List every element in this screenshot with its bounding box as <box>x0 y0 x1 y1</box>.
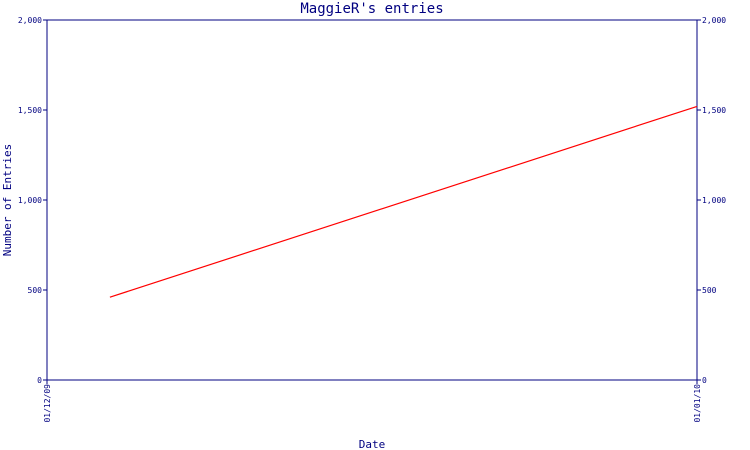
y-tick-label-left: 1,000 <box>18 196 42 205</box>
plot-area <box>46 19 698 381</box>
y-tick-label-right: 2,000 <box>702 16 726 25</box>
y-tick-label-left: 0 <box>37 376 42 385</box>
series-line <box>109 105 698 298</box>
y-tick-label-left: 1,500 <box>18 106 42 115</box>
y-tick-label-right: 500 <box>702 286 717 295</box>
x-axis-label: Date <box>359 438 386 450</box>
y-axis-left: 0 500 1,000 1,500 2,000 <box>18 16 47 385</box>
y-tick-label-left: 2,000 <box>18 16 42 25</box>
x-tick-label: 01/01/10 <box>693 384 702 423</box>
chart-title: MaggieR's entries <box>300 1 443 17</box>
y-tick-label-left: 500 <box>28 286 43 295</box>
x-tick-label: 01/12/09 <box>43 384 52 423</box>
plot-border <box>46 19 698 381</box>
y-axis-right: 0 500 1,000 1,500 2,000 <box>697 16 726 385</box>
y-tick-label-right: 1,500 <box>702 106 726 115</box>
series-layer <box>109 105 698 298</box>
y-axis-label: Number of Entries <box>1 144 14 257</box>
y-tick-label-right: 0 <box>702 376 707 385</box>
y-tick-label-right: 1,000 <box>702 196 726 205</box>
x-axis: 01/12/09 01/01/10 <box>43 380 702 423</box>
